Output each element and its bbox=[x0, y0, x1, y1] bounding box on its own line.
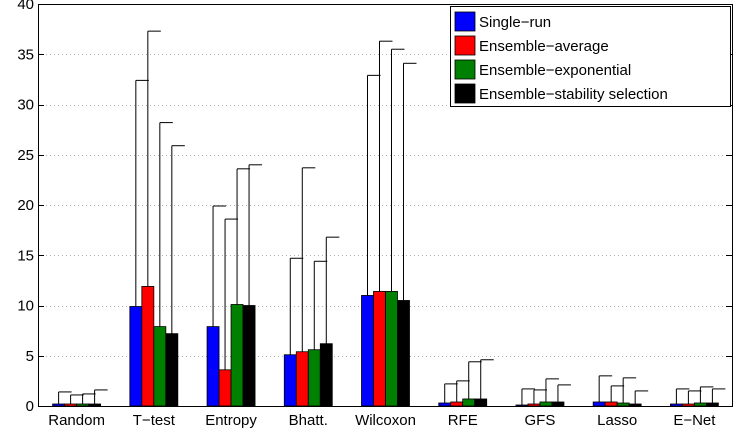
bar bbox=[218, 369, 232, 407]
legend-swatch bbox=[454, 59, 476, 80]
bar bbox=[361, 295, 374, 407]
y-tick-label: 10 bbox=[17, 298, 34, 315]
bar bbox=[307, 349, 321, 407]
bar bbox=[705, 402, 719, 407]
legend-label: Ensemble−stability selection bbox=[479, 86, 668, 103]
bar bbox=[385, 291, 398, 407]
bar bbox=[52, 403, 66, 407]
legend-swatch bbox=[454, 83, 476, 104]
y-axis: 0 5 10 15 20 25 30 35 40 bbox=[17, 0, 732, 415]
y-tick-label: 15 bbox=[17, 247, 34, 264]
legend-label: Single−run bbox=[479, 14, 551, 31]
bar bbox=[165, 333, 179, 407]
bar bbox=[527, 403, 541, 407]
legend-label: Ensemble−average bbox=[479, 38, 609, 55]
bar bbox=[551, 401, 565, 407]
x-tick-label: Random bbox=[48, 412, 105, 429]
bar bbox=[153, 326, 167, 407]
legend-label: Ensemble−exponential bbox=[479, 62, 631, 79]
x-tick-label: T−test bbox=[133, 412, 176, 429]
bar bbox=[88, 403, 102, 407]
legend-swatch bbox=[454, 11, 476, 32]
x-tick-label: Entropy bbox=[205, 412, 257, 429]
legend-box bbox=[450, 6, 731, 107]
bar bbox=[206, 326, 220, 407]
bar bbox=[230, 304, 244, 407]
error-bars bbox=[58, 30, 726, 405]
y-tick-label: 25 bbox=[17, 147, 34, 164]
bar bbox=[397, 300, 410, 407]
bar bbox=[141, 286, 155, 407]
y-tick-label: 30 bbox=[17, 97, 34, 114]
bar bbox=[462, 398, 476, 407]
bar bbox=[76, 403, 90, 407]
bar bbox=[242, 305, 256, 407]
bar bbox=[616, 402, 630, 407]
bar bbox=[129, 306, 143, 407]
x-tick-label: Bhatt. bbox=[289, 412, 328, 429]
bar bbox=[474, 398, 488, 407]
legend-swatch bbox=[454, 35, 476, 56]
x-tick-label: GFS bbox=[525, 412, 556, 429]
y-tick-label: 5 bbox=[26, 348, 34, 365]
x-axis: Random T−test Entropy Bhatt. Wilcoxon RFE GFS L… bbox=[48, 412, 716, 429]
bar bbox=[64, 403, 78, 407]
bar bbox=[283, 354, 297, 407]
legend: Single−run Ensemble−average Ensemble−expon… bbox=[450, 6, 731, 107]
bar bbox=[693, 402, 707, 407]
bar bbox=[604, 401, 618, 407]
y-tick-label: 35 bbox=[17, 46, 34, 63]
y-tick-label: 40 bbox=[17, 0, 34, 13]
y-tick-label: 20 bbox=[17, 197, 34, 214]
bar bbox=[295, 351, 309, 407]
x-tick-label: RFE bbox=[448, 412, 478, 429]
bar bbox=[319, 343, 333, 407]
bar bbox=[628, 403, 642, 407]
bar bbox=[592, 401, 606, 407]
x-tick-label: Wilcoxon bbox=[355, 412, 416, 429]
x-tick-label: Lasso bbox=[597, 412, 637, 429]
bars bbox=[52, 286, 719, 407]
x-tick-label: E−Net bbox=[673, 412, 716, 429]
bar bbox=[373, 291, 386, 407]
bar bbox=[539, 401, 553, 407]
bar bbox=[438, 402, 452, 407]
bar bbox=[681, 403, 695, 407]
bar bbox=[669, 403, 683, 407]
y-tick-label: 0 bbox=[26, 398, 34, 415]
bar bbox=[450, 401, 464, 407]
bar bbox=[515, 404, 529, 407]
